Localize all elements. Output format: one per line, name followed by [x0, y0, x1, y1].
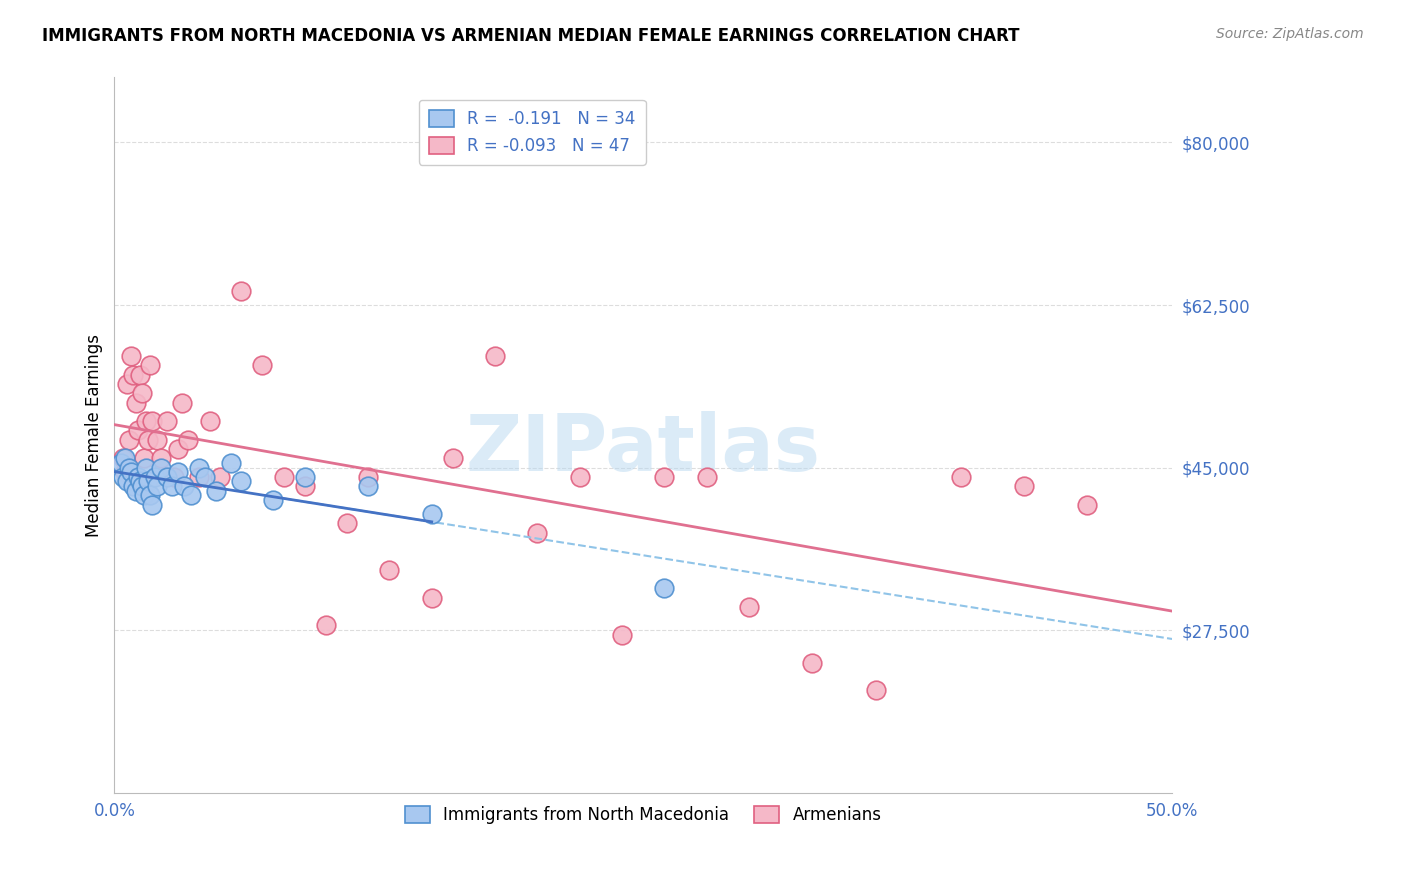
Point — [173, 479, 195, 493]
Point — [114, 451, 136, 466]
Point — [156, 470, 179, 484]
Point — [194, 470, 217, 484]
Point — [231, 475, 253, 489]
Point — [167, 465, 190, 479]
Point — [357, 479, 380, 493]
Point — [156, 414, 179, 428]
Point — [127, 470, 149, 484]
Point — [262, 493, 284, 508]
Point — [738, 599, 761, 614]
Point — [124, 483, 146, 498]
Text: Source: ZipAtlas.com: Source: ZipAtlas.com — [1216, 27, 1364, 41]
Point — [160, 479, 183, 493]
Point — [172, 395, 194, 409]
Text: ZIPatlas: ZIPatlas — [465, 411, 821, 487]
Point — [139, 488, 162, 502]
Point — [128, 368, 150, 382]
Point — [115, 376, 138, 391]
Point — [145, 433, 167, 447]
Point — [865, 683, 887, 698]
Point — [378, 563, 401, 577]
Point — [801, 656, 824, 670]
Point — [273, 470, 295, 484]
Point — [114, 465, 136, 479]
Point — [115, 475, 138, 489]
Point — [1012, 479, 1035, 493]
Point — [167, 442, 190, 456]
Y-axis label: Median Female Earnings: Median Female Earnings — [86, 334, 103, 537]
Point — [132, 451, 155, 466]
Point — [198, 414, 221, 428]
Point — [294, 470, 316, 484]
Point — [696, 470, 718, 484]
Point — [135, 414, 157, 428]
Point — [131, 386, 153, 401]
Point — [132, 488, 155, 502]
Point — [149, 451, 172, 466]
Point — [205, 483, 228, 498]
Point — [149, 460, 172, 475]
Point — [420, 507, 443, 521]
Point — [1076, 498, 1098, 512]
Point — [136, 433, 159, 447]
Point — [141, 414, 163, 428]
Point — [139, 359, 162, 373]
Point — [131, 479, 153, 493]
Point — [111, 470, 134, 484]
Point — [145, 479, 167, 493]
Point — [180, 488, 202, 502]
Point — [654, 582, 676, 596]
Point — [188, 470, 211, 484]
Point — [654, 470, 676, 484]
Legend: Immigrants from North Macedonia, Armenians: Immigrants from North Macedonia, Armenia… — [395, 797, 891, 834]
Point — [118, 433, 141, 447]
Point — [122, 368, 145, 382]
Point — [949, 470, 972, 484]
Point — [441, 451, 464, 466]
Point — [219, 456, 242, 470]
Point — [120, 465, 142, 479]
Point — [135, 460, 157, 475]
Point — [141, 498, 163, 512]
Point — [143, 470, 166, 484]
Point — [120, 349, 142, 363]
Point — [336, 516, 359, 531]
Point — [526, 525, 548, 540]
Point — [568, 470, 591, 484]
Point — [610, 628, 633, 642]
Point — [128, 475, 150, 489]
Point — [124, 395, 146, 409]
Point — [127, 424, 149, 438]
Point — [420, 591, 443, 605]
Point — [118, 460, 141, 475]
Point — [252, 359, 274, 373]
Point — [162, 470, 184, 484]
Point — [111, 451, 134, 466]
Point — [136, 475, 159, 489]
Point — [209, 470, 232, 484]
Point — [294, 479, 316, 493]
Point — [177, 433, 200, 447]
Point — [484, 349, 506, 363]
Point — [357, 470, 380, 484]
Point — [122, 479, 145, 493]
Point — [110, 456, 132, 470]
Point — [188, 460, 211, 475]
Text: IMMIGRANTS FROM NORTH MACEDONIA VS ARMENIAN MEDIAN FEMALE EARNINGS CORRELATION C: IMMIGRANTS FROM NORTH MACEDONIA VS ARMEN… — [42, 27, 1019, 45]
Point — [315, 618, 337, 632]
Point — [231, 284, 253, 298]
